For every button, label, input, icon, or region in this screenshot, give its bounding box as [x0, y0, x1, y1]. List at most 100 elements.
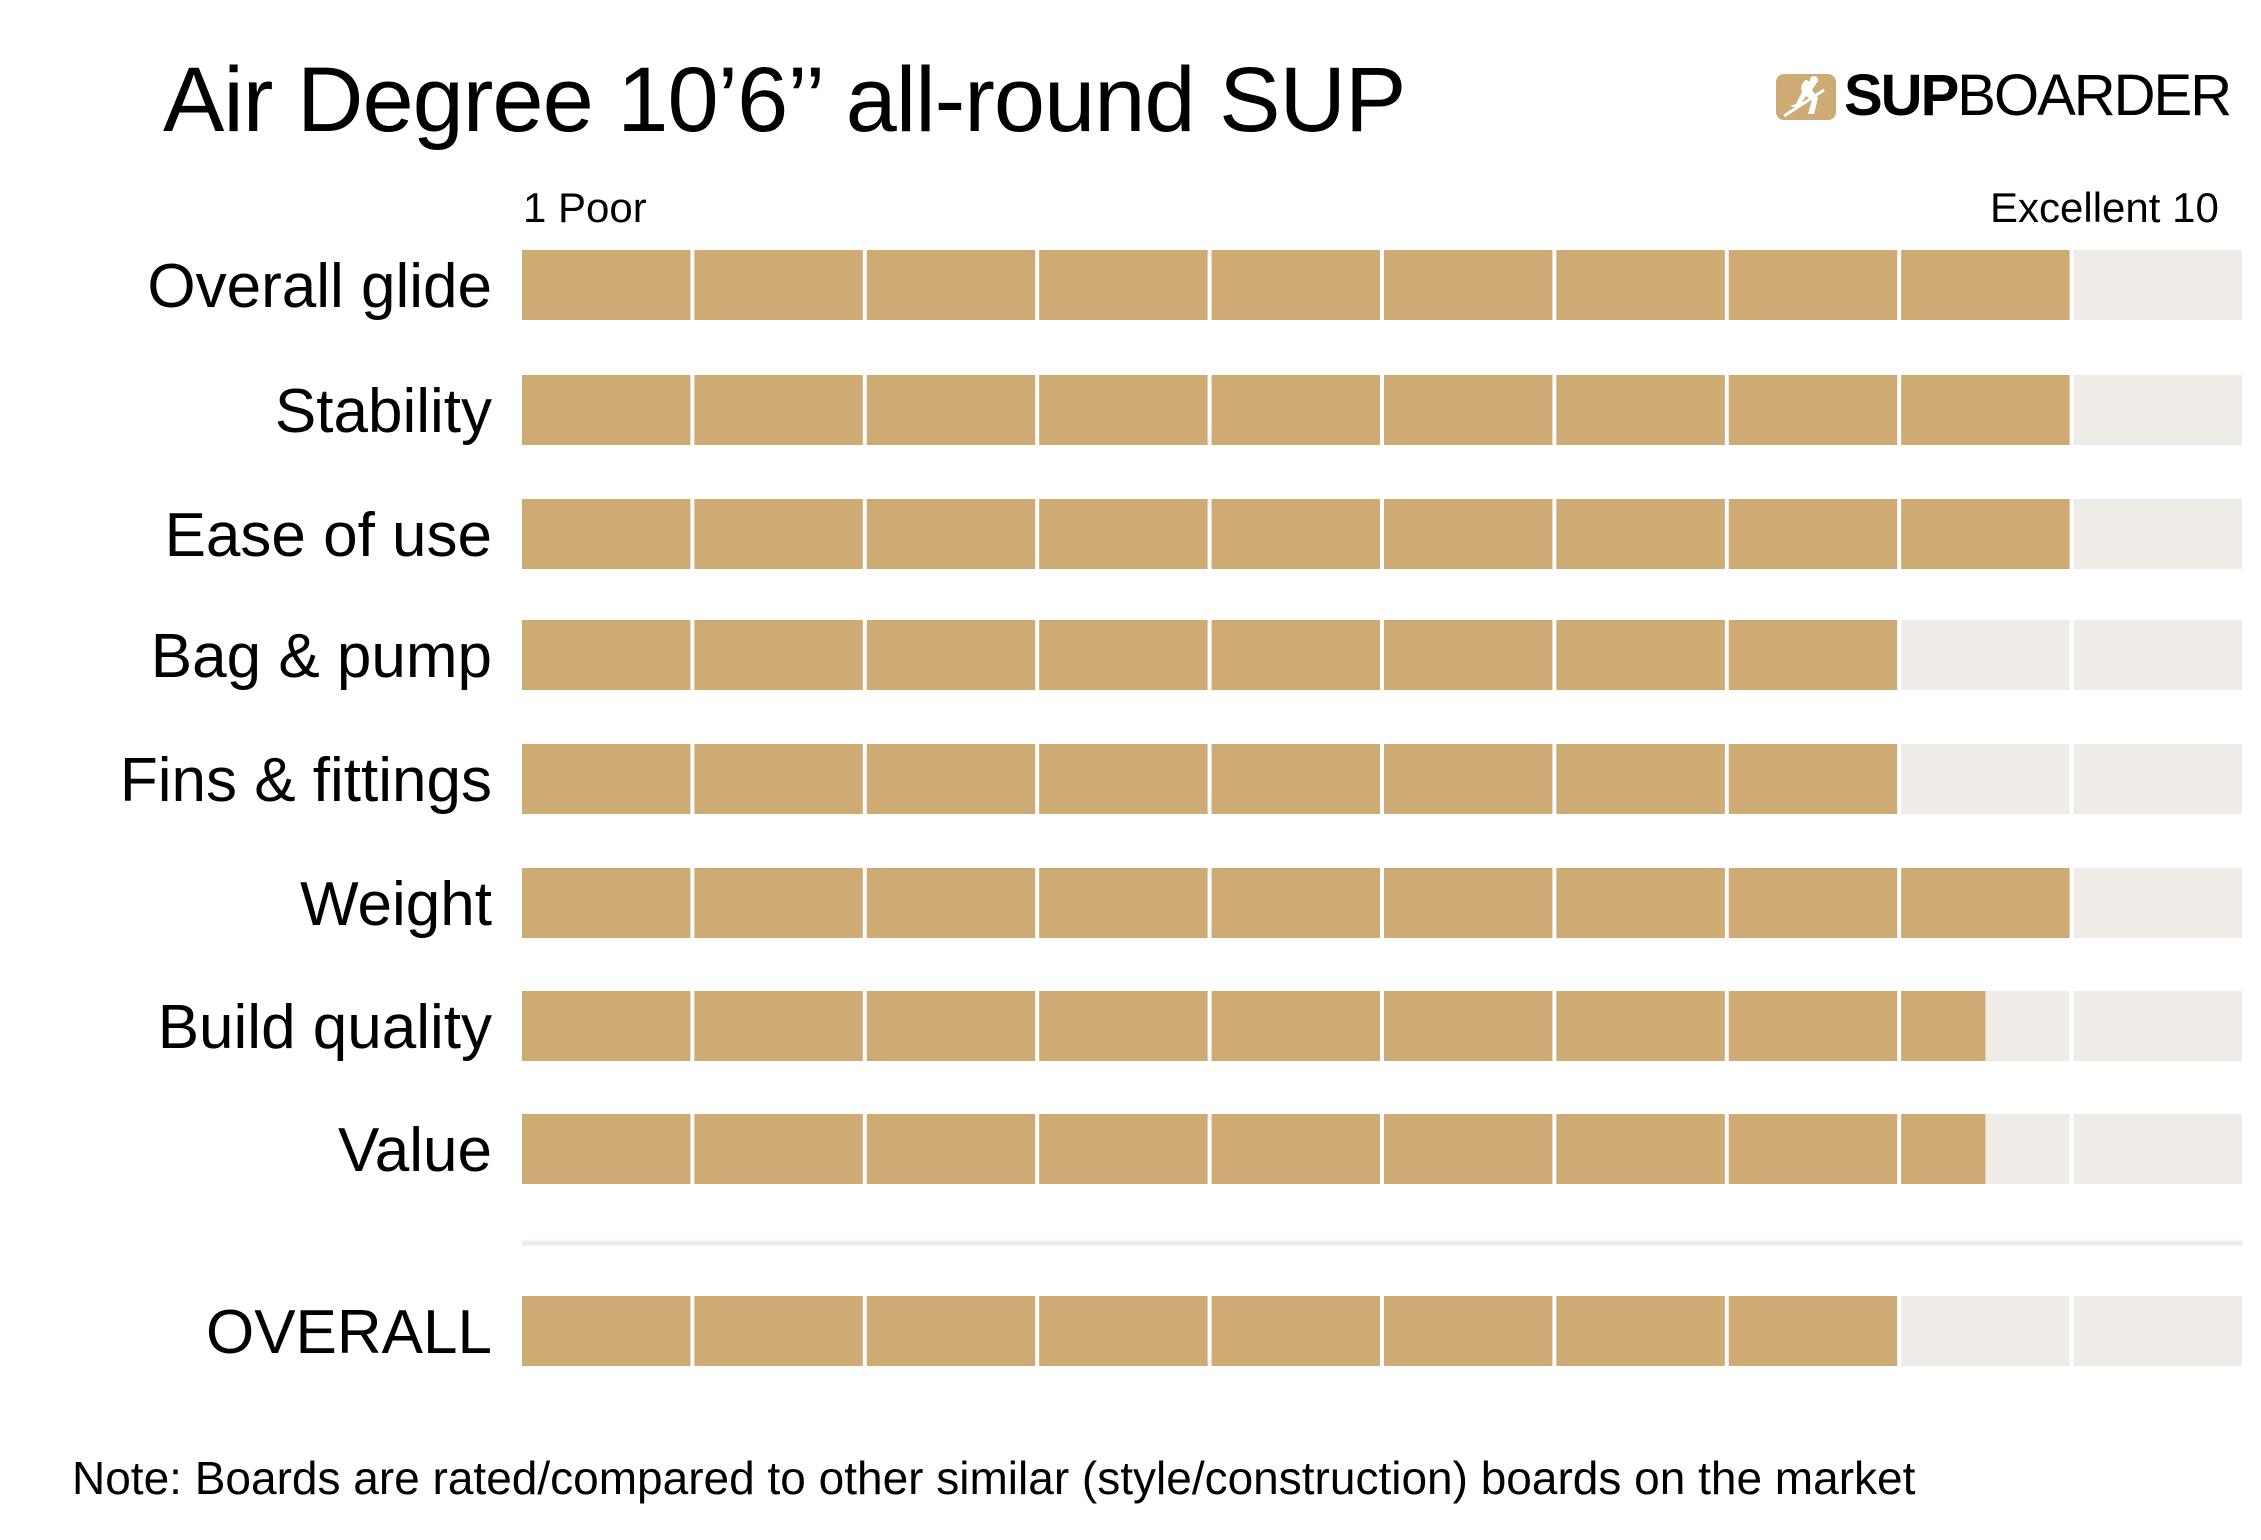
- score-segment: [1211, 375, 1380, 445]
- score-segment: [1556, 868, 1725, 938]
- score-segment: [1728, 1114, 1898, 1184]
- empty-segment: [1901, 620, 2070, 690]
- score-segment: [1728, 375, 1898, 445]
- empty-segment: [2073, 499, 2242, 569]
- score-segment: [1556, 991, 1725, 1061]
- score-segment: [866, 991, 1036, 1061]
- score-segment: [1556, 375, 1725, 445]
- score-segment: [522, 1296, 691, 1366]
- score-segment: [1384, 499, 1553, 569]
- score-segment: [1039, 1114, 1208, 1184]
- score-segment: [1211, 1114, 1380, 1184]
- score-segment: [1728, 868, 1898, 938]
- score-segment: [1384, 375, 1553, 445]
- score-segment: [522, 499, 691, 569]
- score-segment: [1211, 1296, 1380, 1366]
- score-segment: [694, 1296, 863, 1366]
- score-segment: [694, 375, 863, 445]
- score-segment: [1384, 744, 1553, 814]
- row-label: Fins & fittings: [120, 746, 492, 815]
- row-label: Ease of use: [165, 501, 492, 570]
- score-segment: [522, 375, 691, 445]
- score-segment: [1901, 250, 2070, 320]
- empty-segment: [2073, 991, 2242, 1061]
- score-segment: [1039, 375, 1208, 445]
- score-segment: [866, 744, 1036, 814]
- score-segment: [694, 620, 863, 690]
- score-segment: [522, 991, 691, 1061]
- score-segment: [1556, 620, 1725, 690]
- score-segment: [1211, 620, 1380, 690]
- score-segment: [522, 620, 691, 690]
- score-segment: [1211, 499, 1380, 569]
- score-segment: [1556, 1296, 1725, 1366]
- footnote: Note: Boards are rated/compared to other…: [72, 1452, 1916, 1504]
- empty-segment: [2073, 620, 2242, 690]
- score-segment: [1039, 1296, 1208, 1366]
- score-segment: [1384, 991, 1553, 1061]
- score-segment: [1901, 375, 2070, 445]
- empty-segment: [1901, 1296, 2070, 1366]
- score-segment: [694, 250, 863, 320]
- score-segment: [1728, 499, 1898, 569]
- score-segment: [1211, 250, 1380, 320]
- score-segment: [522, 250, 691, 320]
- score-segment: [1901, 1114, 1986, 1184]
- score-segment: [866, 1296, 1036, 1366]
- rating-row: Value: [338, 1114, 2242, 1185]
- score-segment: [694, 744, 863, 814]
- score-segment: [522, 1114, 691, 1184]
- score-segment: [1901, 868, 2070, 938]
- score-segment: [1556, 250, 1725, 320]
- rating-row: Build quality: [158, 991, 2242, 1062]
- logo-text-light: BOARDER: [1957, 63, 2232, 128]
- scale-max-label: Excellent 10: [1990, 184, 2219, 231]
- score-segment: [1728, 1296, 1898, 1366]
- score-segment: [694, 991, 863, 1061]
- rating-row: Weight: [300, 868, 2242, 939]
- score-segment: [1556, 1114, 1725, 1184]
- rating-row: Bag & pump: [151, 620, 2242, 691]
- score-segment: [1039, 620, 1208, 690]
- score-segment: [866, 1114, 1036, 1184]
- chart-title: Air Degree 10’6’’ all-round SUP: [163, 49, 1406, 151]
- score-segment: [1901, 991, 1986, 1061]
- score-segment: [1384, 250, 1553, 320]
- score-segment: [1039, 991, 1208, 1061]
- score-segment: [1728, 991, 1898, 1061]
- score-segment: [1039, 499, 1208, 569]
- score-segment: [866, 868, 1036, 938]
- score-segment: [866, 499, 1036, 569]
- row-label: Bag & pump: [151, 622, 492, 691]
- score-segment: [1384, 1296, 1553, 1366]
- rating-row: Fins & fittings: [120, 744, 2242, 815]
- score-segment: [1384, 868, 1553, 938]
- score-segment: [1384, 1114, 1553, 1184]
- row-label: Stability: [275, 377, 492, 446]
- supboarder-logo: SUP BOARDER: [1776, 63, 2232, 128]
- score-segment: [1728, 620, 1898, 690]
- score-segment: [1039, 744, 1208, 814]
- score-segment: [866, 620, 1036, 690]
- score-segment: [1039, 250, 1208, 320]
- score-segment: [1556, 499, 1725, 569]
- row-label: Value: [338, 1116, 492, 1185]
- paddler-icon: [1776, 74, 1836, 120]
- score-segment: [1211, 991, 1380, 1061]
- empty-segment: [2073, 1296, 2242, 1366]
- score-segment: [1211, 744, 1380, 814]
- scale-min-label: 1 Poor: [523, 184, 647, 231]
- score-segment: [522, 744, 691, 814]
- empty-segment: [2073, 375, 2242, 445]
- empty-segment: [2073, 868, 2242, 938]
- score-segment: [1728, 250, 1898, 320]
- rating-row: Stability: [275, 375, 2242, 446]
- logo-text-bold: SUP: [1844, 63, 1959, 128]
- score-segment: [1556, 744, 1725, 814]
- score-segment: [1211, 868, 1380, 938]
- score-segment: [866, 250, 1036, 320]
- score-segment: [522, 868, 691, 938]
- rating-row: OVERALL: [206, 1296, 2242, 1367]
- score-segment: [1384, 620, 1553, 690]
